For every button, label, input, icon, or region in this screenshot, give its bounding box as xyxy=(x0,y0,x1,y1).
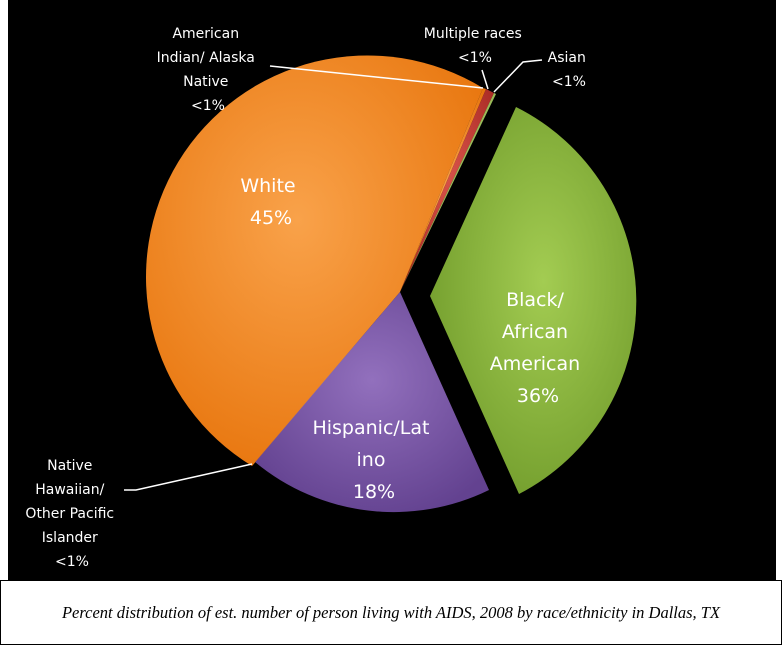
label-asian-value: <1% xyxy=(552,74,586,90)
label-black: Black/ African American 36% xyxy=(490,289,586,407)
leader-native-hawaiian xyxy=(124,463,253,491)
slice-white xyxy=(146,55,483,467)
label-multiple-races-value: <1% xyxy=(458,50,492,66)
slice-asian xyxy=(400,93,496,292)
label-white: White 45% xyxy=(240,175,301,229)
label-native-hawaiian: Native Hawaiian/ Other Pacific Islander … xyxy=(25,458,118,570)
label-asian-name: Asian xyxy=(548,50,586,66)
label-native-hawaiian-value: <1% xyxy=(55,554,89,570)
slice-multiple-races xyxy=(400,89,494,292)
leader-multiple-races xyxy=(481,69,489,90)
label-multiple-races: Multiple races <1% xyxy=(424,26,526,66)
label-american-indian: American Indian/ Alaska Native <1% xyxy=(157,26,260,114)
label-asian: Asian <1% xyxy=(548,50,591,90)
label-white-name: White xyxy=(240,175,295,197)
slice-native-hawaiian xyxy=(252,292,400,466)
label-american-indian-value: <1% xyxy=(191,98,225,114)
chart-panel: White 45% Black/ African American 36% Hi… xyxy=(8,0,776,580)
leader-asian xyxy=(493,59,543,93)
leader-american-indian xyxy=(269,65,484,89)
slice-black-african-american xyxy=(430,107,637,494)
slice-american-indian xyxy=(400,88,486,292)
label-black-value: 36% xyxy=(517,385,559,407)
label-white-value: 45% xyxy=(250,207,292,229)
chart-caption: Percent distribution of est. number of p… xyxy=(0,580,782,645)
label-hispanic-value: 18% xyxy=(353,481,395,503)
pie-chart: White 45% Black/ African American 36% Hi… xyxy=(25,26,637,570)
label-hispanic: Hispanic/Lat ino 18% xyxy=(312,417,435,503)
label-multiple-races-name: Multiple races xyxy=(424,26,522,42)
slice-hispanic-latino xyxy=(255,292,489,513)
